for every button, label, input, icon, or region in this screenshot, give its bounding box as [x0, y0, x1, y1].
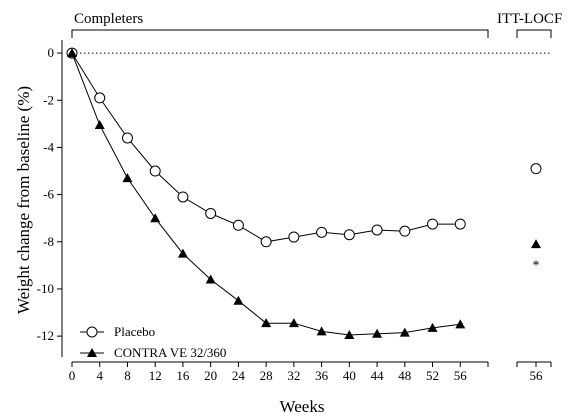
series-contrave-point	[344, 329, 355, 339]
series-placebo-point	[94, 92, 106, 104]
y-axis-title: Weight change from baseline (%)	[14, 86, 33, 314]
x-tick-label: 24	[232, 368, 246, 383]
legend-contrave-marker	[87, 348, 97, 357]
series-contrave-point	[177, 248, 188, 258]
y-tick-label: 0	[48, 45, 55, 60]
legend-item-contrave: CONTRA VE 32/360	[80, 345, 226, 360]
x-tick-label: 32	[287, 368, 300, 383]
series-contrave-point	[372, 328, 383, 338]
series-placebo-point	[121, 132, 133, 144]
series-contrave	[67, 48, 466, 339]
series-contrave-point	[261, 318, 272, 328]
series-contrave-point	[205, 274, 216, 284]
legend-placebo-marker	[86, 326, 98, 338]
x-tick-label: 8	[124, 368, 131, 383]
series-placebo-point	[343, 229, 355, 241]
series-placebo-point	[149, 165, 161, 177]
completers-bracket: Completers	[71, 11, 489, 38]
x-tick-label: 20	[204, 368, 217, 383]
legend-placebo-label: Placebo	[114, 324, 155, 339]
series-contrave-point	[455, 319, 466, 329]
y-tick-label: -2	[43, 92, 54, 107]
legend-contrave-label: CONTRA VE 32/360	[114, 345, 226, 360]
x-tick-label: 44	[371, 368, 385, 383]
itt-locf-bracket-line	[516, 29, 552, 38]
series-contrave-line	[71, 52, 461, 336]
series-placebo-point	[205, 207, 217, 219]
series-layer	[66, 47, 466, 339]
y-tick-label: -10	[37, 281, 54, 296]
series-contrave-point	[150, 213, 161, 223]
x-tick-label: 40	[343, 368, 356, 383]
series-placebo-point	[427, 218, 439, 230]
x-tick-label: 16	[176, 368, 190, 383]
completers-label: Completers	[74, 11, 143, 27]
itt-locf-panel: *	[530, 163, 542, 274]
completers-bracket-line	[71, 29, 489, 38]
series-placebo-point	[316, 226, 328, 238]
legend: Placebo CONTRA VE 32/360	[80, 324, 226, 360]
legend-item-placebo: Placebo	[80, 324, 155, 339]
series-placebo-point	[232, 219, 244, 231]
series-contrave-point	[399, 327, 410, 337]
series-placebo-point	[371, 224, 383, 236]
series-placebo-point	[177, 191, 189, 203]
y-tick-label: -6	[43, 187, 54, 202]
y-tick-label: -4	[43, 139, 54, 154]
series-contrave-point	[288, 318, 299, 328]
y-tick-label: -12	[37, 328, 54, 343]
series-placebo	[66, 47, 466, 248]
x-tick-label: 48	[398, 368, 411, 383]
series-placebo-point	[288, 231, 300, 243]
x-tick-label: 12	[149, 368, 162, 383]
series-placebo-point	[260, 236, 272, 248]
series-contrave-point	[316, 326, 327, 336]
series-contrave-point	[94, 120, 105, 130]
series-placebo-point	[399, 225, 411, 237]
series-contrave-point	[233, 295, 244, 305]
itt-x-tick-label: 56	[530, 368, 544, 383]
itt-point-placebo	[530, 163, 542, 175]
series-placebo-line	[71, 52, 461, 243]
itt-point-contrave	[531, 239, 541, 249]
top-brackets: Completers ITT-LOCF	[71, 11, 562, 38]
x-tick-label: 52	[426, 368, 439, 383]
x-tick-label: 36	[315, 368, 329, 383]
x-tick-label: 56	[454, 368, 468, 383]
series-placebo-point	[454, 218, 466, 230]
itt-locf-bracket: ITT-LOCF	[497, 11, 562, 38]
x-tick-label: 28	[260, 368, 273, 383]
x-tick-label: 4	[96, 368, 103, 383]
series-contrave-point	[427, 322, 438, 332]
axes: 0-2-4-6-8-10-120 4 8 12 16 20 24 28 32 36 40 44 48 52…	[37, 40, 552, 383]
y-tick-label: -8	[43, 234, 54, 249]
series-contrave-point	[67, 48, 77, 58]
itt-locf-label: ITT-LOCF	[497, 11, 562, 27]
x-tick-label: 0	[69, 368, 76, 383]
series-contrave-point	[122, 173, 133, 183]
x-axis-title: Weeks	[280, 397, 325, 416]
significance-annotation: *	[533, 259, 540, 274]
